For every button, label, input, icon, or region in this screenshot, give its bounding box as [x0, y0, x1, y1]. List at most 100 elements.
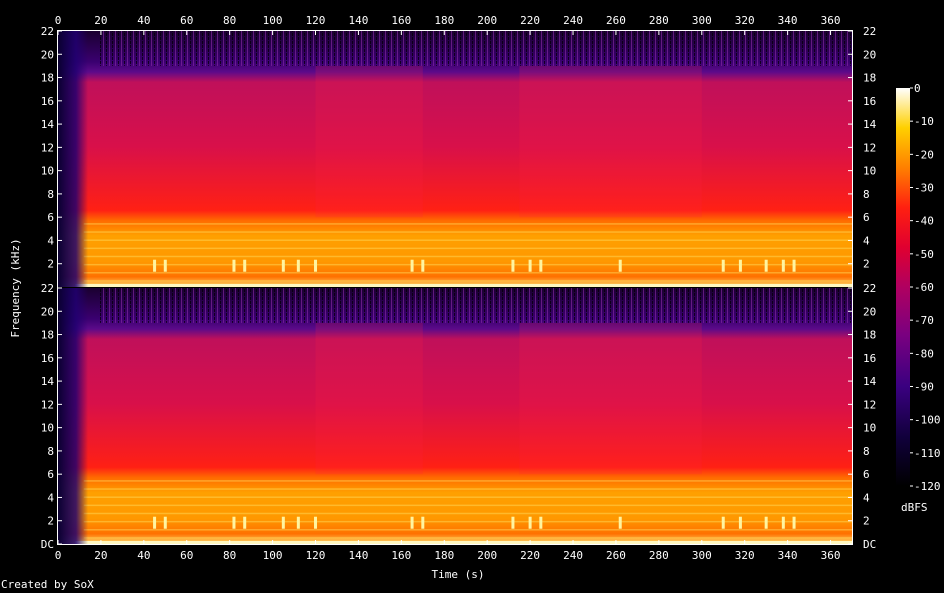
colorbar-label: dBFS [901, 501, 928, 514]
colorbar-tick-label: -120 [914, 480, 941, 493]
dc-line-ch1 [75, 284, 853, 287]
y-tick-label-right: 14 [863, 375, 877, 388]
x-tick-label-bottom: 180 [434, 549, 454, 562]
y-tick-label-left: 18 [41, 72, 54, 85]
x-tick-label-top: 340 [778, 14, 798, 27]
x-tick-label-top: 200 [477, 14, 497, 27]
y-tick-label-left: 22 [41, 282, 54, 295]
harmonic-line [83, 529, 853, 531]
x-tick-label-bottom: 220 [520, 549, 540, 562]
burst-ch1 [421, 259, 425, 272]
x-tick-label-top: 60 [180, 14, 193, 27]
y-tick-label-right: 16 [863, 352, 876, 365]
x-tick-label-bottom: 60 [180, 549, 193, 562]
colorbar-tick-label: -70 [914, 314, 934, 327]
x-tick-label-top: 120 [306, 14, 326, 27]
axes: 0 0 20 20 40 40 60 60 80 80 100 100 120 120 140 140 160 1… [41, 14, 877, 562]
y-tick-label-left: DC [41, 538, 54, 551]
x-tick-label-bottom: 340 [778, 549, 798, 562]
y-tick-label-right: 6 [863, 211, 870, 224]
y-tick-label-right: 22 [863, 282, 876, 295]
burst-ch1 [528, 259, 532, 272]
y-tick-label-right: 22 [863, 25, 876, 38]
harmonic-line [83, 239, 853, 241]
x-tick-label-bottom: 260 [606, 549, 626, 562]
y-tick-label-left: 6 [47, 468, 54, 481]
x-tick-label-bottom: 360 [821, 549, 841, 562]
y-tick-label-left: 4 [47, 234, 54, 247]
colorbar-tick-label: -50 [914, 248, 934, 261]
y-tick-label-right: 12 [863, 398, 876, 411]
x-tick-label-top: 160 [391, 14, 411, 27]
burst-ch1 [539, 259, 543, 272]
burst-ch1 [511, 259, 515, 272]
burst-ch2 [281, 516, 285, 529]
harmonic-line [83, 520, 853, 523]
y-tick-label-right: 4 [863, 234, 870, 247]
spectrum-field-ch2 [58, 288, 852, 544]
colorbar-tick-label: -40 [914, 215, 934, 228]
fade-in-ch2 [58, 288, 89, 544]
y-tick-label-right: 20 [863, 305, 876, 318]
x-tick-label-bottom: 320 [735, 549, 755, 562]
harmonic-line [83, 537, 853, 539]
y-tick-label-left: 20 [41, 305, 54, 318]
x-tick-label-top: 220 [520, 14, 540, 27]
burst-ch1 [764, 259, 768, 272]
y-tick-label-left: 12 [41, 398, 54, 411]
burst-ch2 [410, 516, 414, 529]
y-tick-label-right: 16 [863, 95, 876, 108]
y-tick-label-right: 2 [863, 515, 870, 528]
x-tick-label-bottom: 20 [94, 549, 107, 562]
y-tick-label-left: 12 [41, 141, 54, 154]
y-tick-label-right: 12 [863, 141, 876, 154]
y-tick-label-right: 10 [863, 422, 876, 435]
plot-border [57, 30, 853, 545]
y-tick-label-left: 18 [41, 329, 54, 342]
y-tick-label-right: 18 [863, 329, 876, 342]
x-tick-label-top: 100 [263, 14, 283, 27]
x-tick-label-top: 180 [434, 14, 454, 27]
burst-ch1 [781, 259, 785, 272]
harmonic-line [83, 247, 853, 250]
y-tick-label-left: 6 [47, 211, 54, 224]
burst-ch2 [314, 516, 318, 529]
burst-ch1 [296, 259, 300, 272]
x-tick-label-bottom: 200 [477, 549, 497, 562]
x-tick-label-top: 140 [348, 14, 368, 27]
segment-ch2-0 [315, 322, 423, 475]
y-tick-label-left: 10 [41, 165, 54, 178]
segment-ch1-0 [315, 65, 423, 218]
harmonic-line [83, 480, 853, 482]
x-tick-label-top: 320 [735, 14, 755, 27]
burst-ch2 [163, 516, 167, 529]
burst-ch2 [243, 516, 247, 529]
y-tick-label-left: 22 [41, 25, 54, 38]
x-tick-label-bottom: 160 [391, 549, 411, 562]
y-tick-label-left: 16 [41, 95, 54, 108]
y-tick-label-left: 8 [47, 188, 54, 201]
y-tick-label-right: 4 [863, 491, 870, 504]
harmonic-line [83, 272, 853, 274]
burst-ch2 [781, 516, 785, 529]
burst-ch2 [511, 516, 515, 529]
y-tick-label-right: 6 [863, 468, 870, 481]
burst-ch2 [528, 516, 532, 529]
burst-ch1 [314, 259, 318, 272]
colorbar-tick-label: -10 [914, 115, 934, 128]
x-tick-label-bottom: 120 [306, 549, 326, 562]
y-tick-label-right: 10 [863, 165, 876, 178]
x-tick-label-bottom: 100 [263, 549, 283, 562]
burst-ch2 [296, 516, 300, 529]
high-band-noise-ch2 [98, 288, 852, 323]
dc-line-ch2 [75, 541, 853, 544]
burst-ch2 [153, 516, 157, 529]
colorbar-tick-label: -90 [914, 381, 934, 394]
x-tick-label-bottom: 0 [55, 549, 62, 562]
fade-in-ch1 [58, 31, 89, 287]
y-tick-label-right: 8 [863, 445, 870, 458]
segment-ch1-1 [519, 65, 702, 218]
harmonic-line [83, 255, 853, 258]
harmonic-line [83, 223, 853, 225]
y-tick-label-right: 20 [863, 48, 876, 61]
